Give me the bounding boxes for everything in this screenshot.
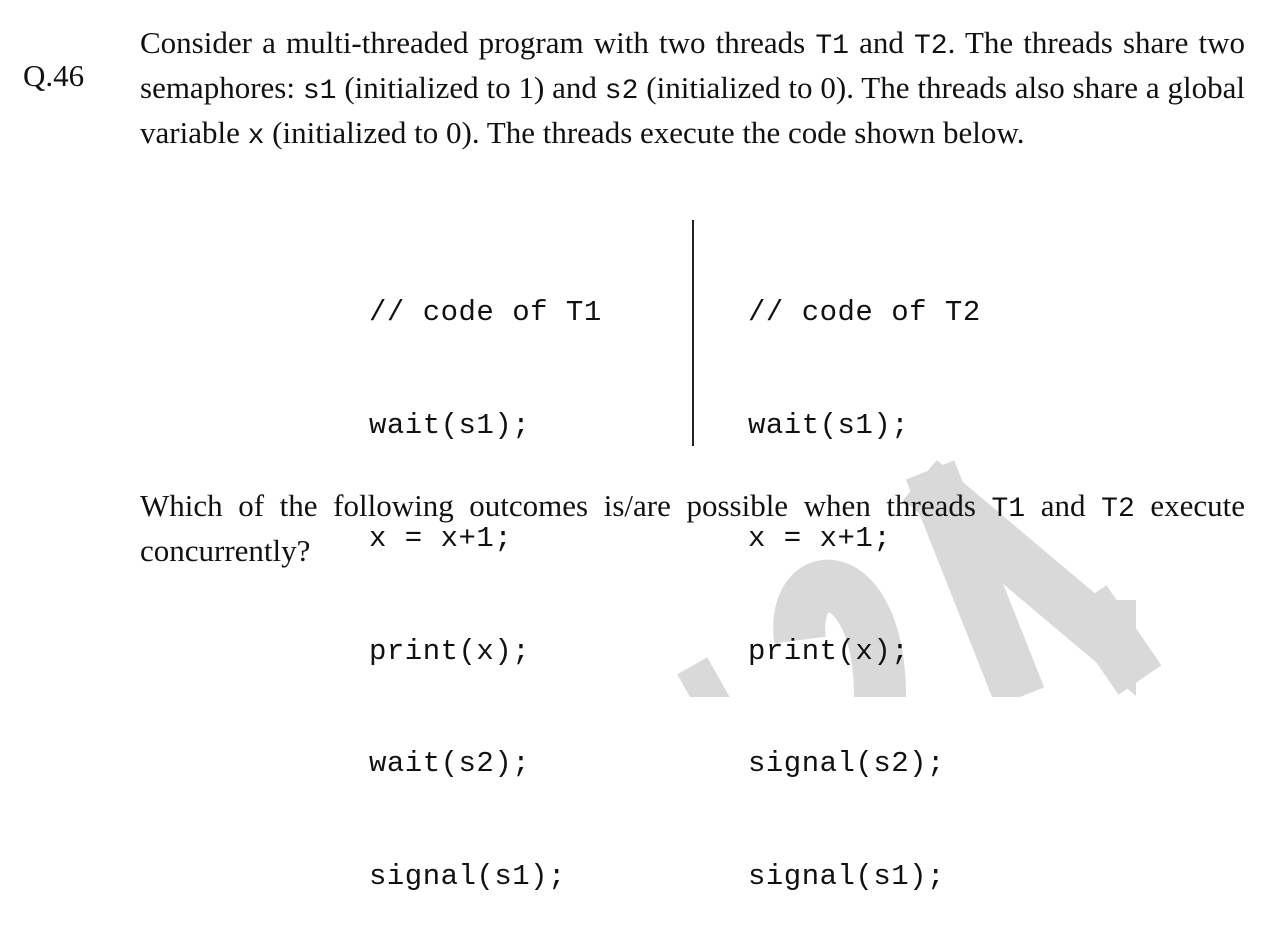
prompt-text: execute concurrently? (140, 488, 1246, 568)
code-divider (692, 220, 694, 446)
prompt-text: Which of the following outcomes is/are p… (140, 488, 992, 523)
prompt-code-t1: T1 (991, 494, 1026, 525)
code-line: wait(s2); (369, 747, 531, 781)
code-block-t1: // code of T1 wait(s1); x = x+1; print(x… (369, 219, 602, 933)
stem-text: (initialized to 0). The threads execute … (264, 115, 1025, 150)
stem-code-s2: s2 (604, 76, 639, 107)
stem-code-s1: s1 (302, 76, 337, 107)
code-line: // code of T2 (748, 296, 981, 330)
prompt-code-t2: T2 (1101, 494, 1135, 525)
question-prompt: Which of the following outcomes is/are p… (140, 485, 1245, 571)
question-stem: Consider a multi-threaded program with t… (140, 22, 1245, 157)
code-line: wait(s1); (748, 408, 910, 442)
stem-text: . The threads share two semaphores: (140, 25, 1245, 105)
watermark-graphic (677, 460, 1162, 697)
question-number: Q.46 (23, 58, 85, 93)
stem-text: Consider a multi-threaded program with t… (140, 25, 816, 60)
code-line: x = x+1; (748, 521, 892, 555)
stem-text: (initialized to 0). The threads also sha… (140, 70, 1245, 150)
stem-code-x: x (247, 121, 265, 152)
code-line: signal(s1); (748, 860, 945, 894)
code-line: signal(s1); (369, 860, 566, 894)
prompt-text: and (1025, 488, 1102, 523)
code-line: signal(s2); (748, 747, 945, 781)
stem-text: and (848, 25, 914, 60)
code-line: print(x); (369, 634, 531, 668)
code-line: // code of T1 (369, 296, 602, 330)
stem-code-t2: T2 (914, 31, 948, 62)
stem-text: (initialized to 1) and (336, 70, 605, 105)
code-line: wait(s1); (369, 408, 531, 442)
code-block-t2: // code of T2 wait(s1); x = x+1; print(x… (748, 219, 981, 933)
stem-code-t1: T1 (815, 31, 849, 62)
code-line: x = x+1; (369, 521, 513, 555)
code-line: print(x); (748, 634, 910, 668)
